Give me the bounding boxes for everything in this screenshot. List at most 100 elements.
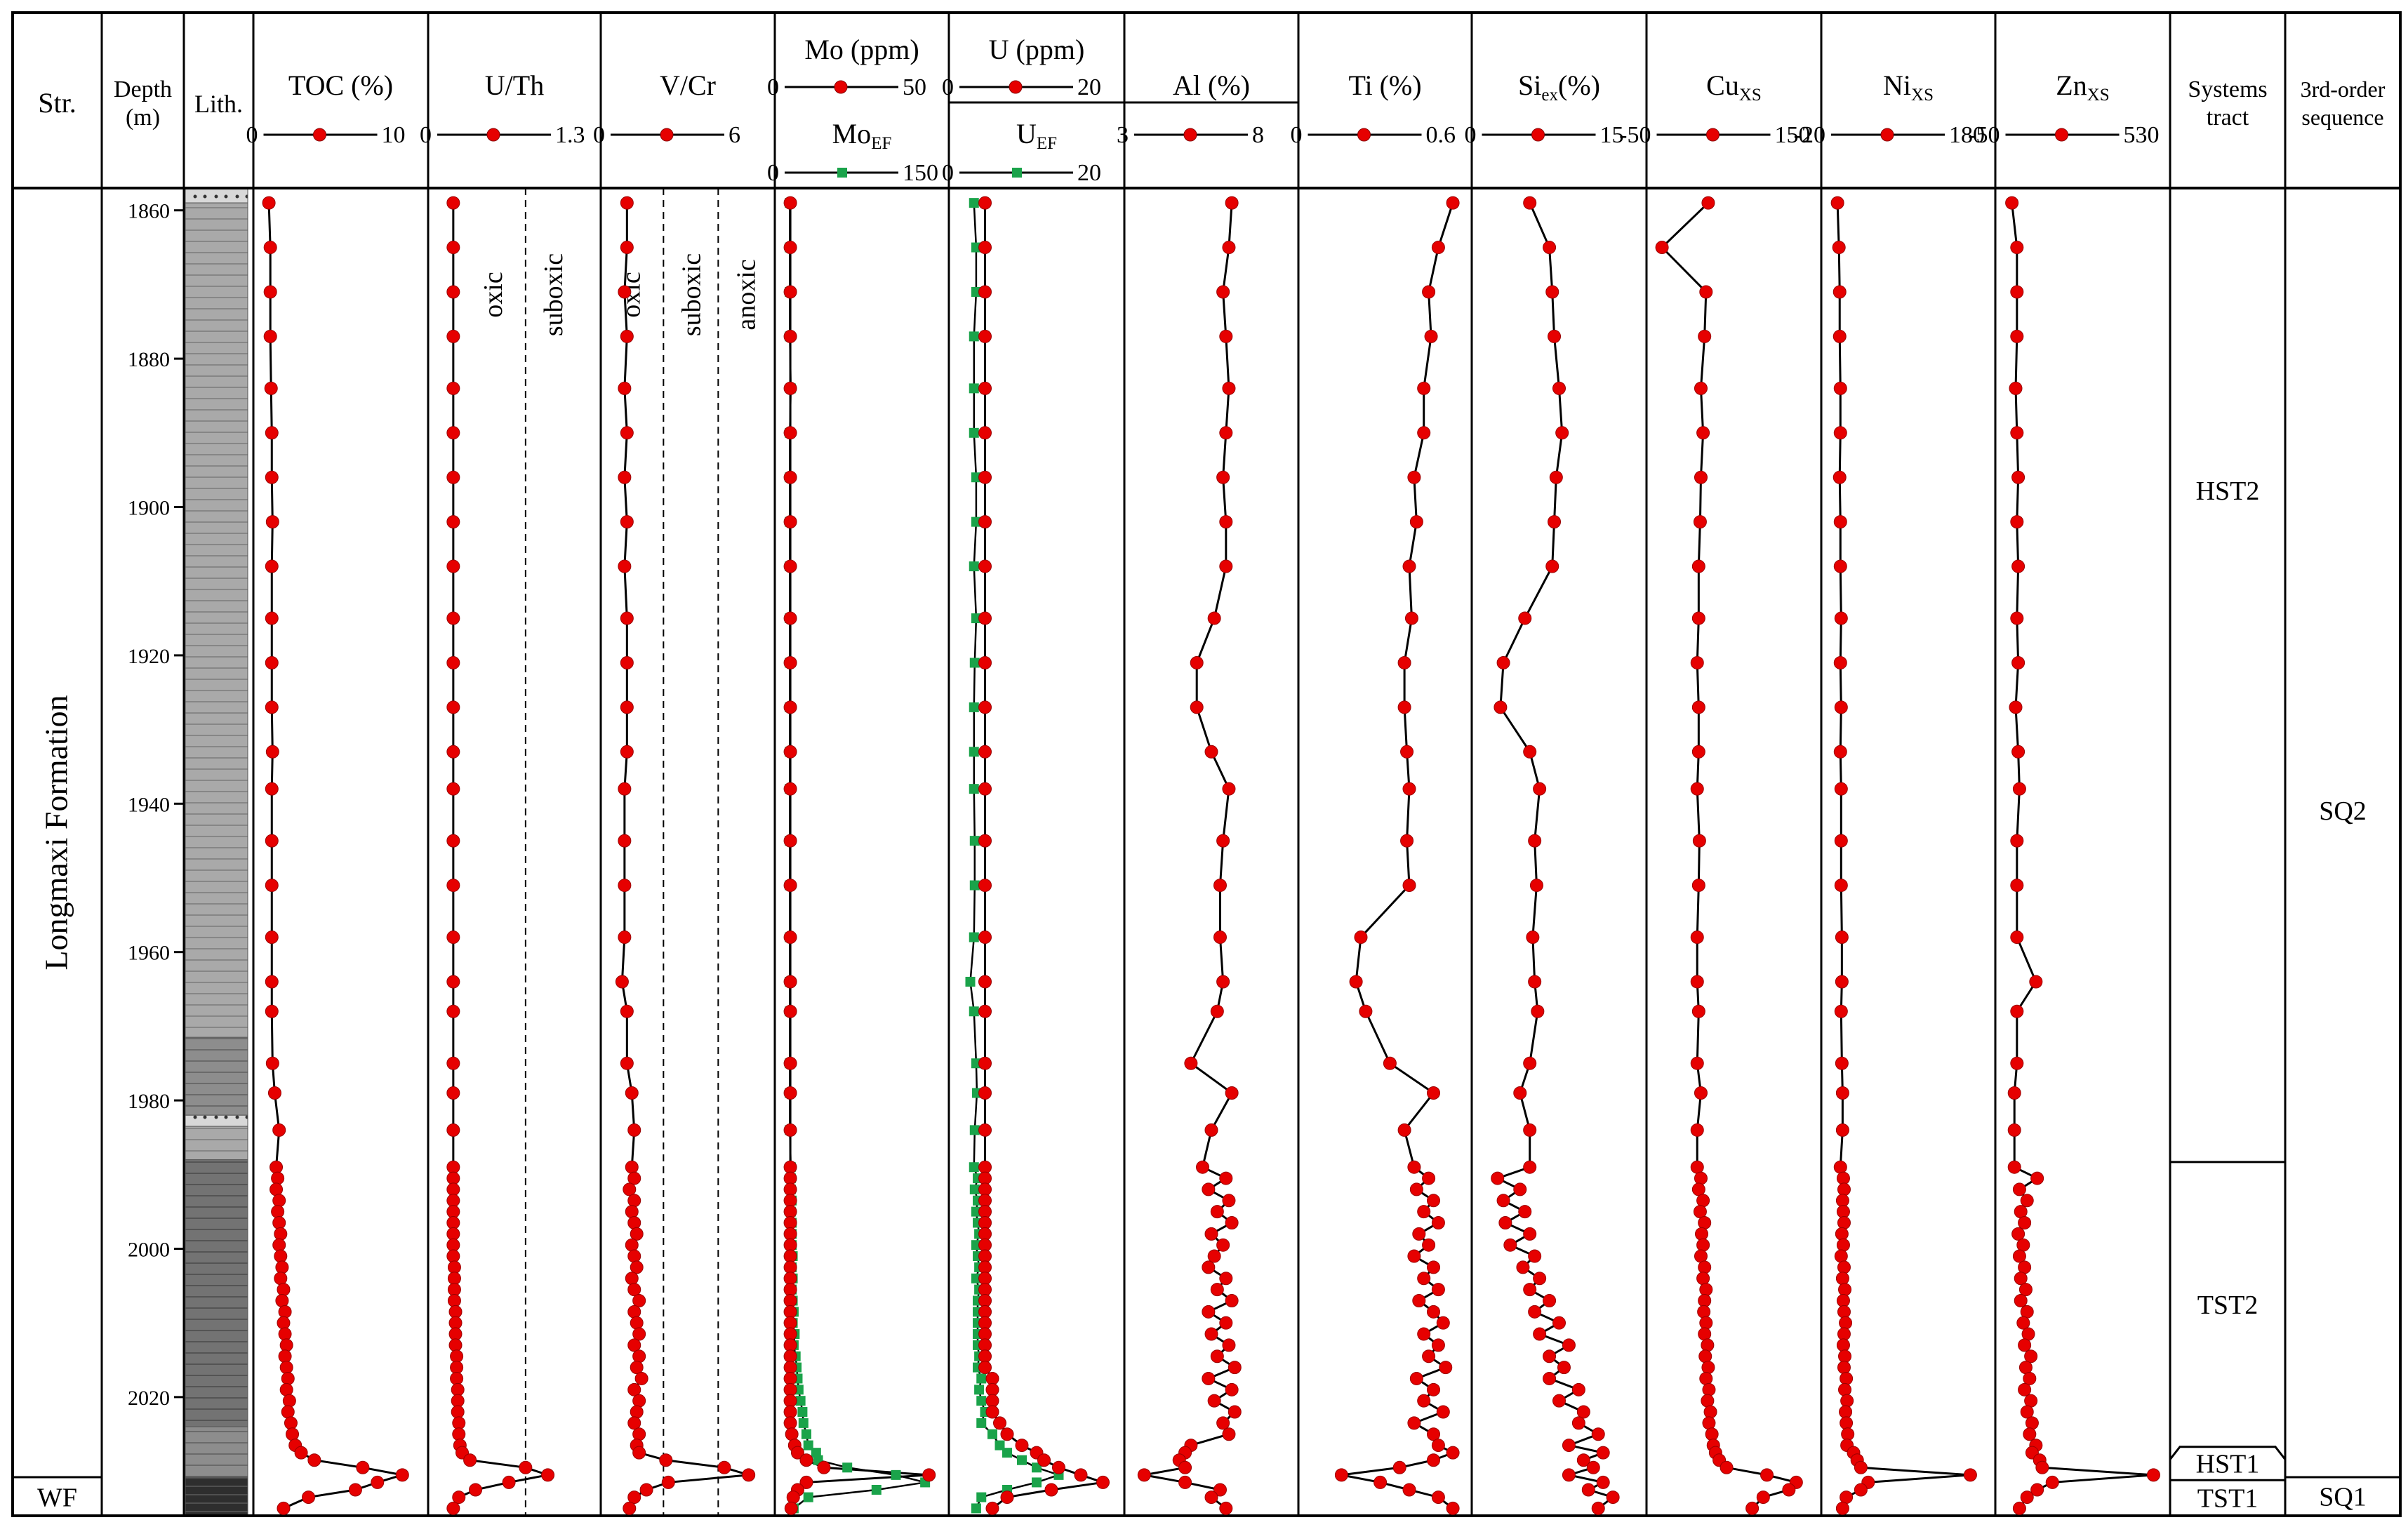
point-Ti: [1402, 559, 1416, 573]
series-line-V/Cr: [620, 203, 750, 1509]
point-U/Th: [448, 1305, 463, 1319]
point-Cu_XS: [1694, 1171, 1708, 1185]
point-Si_ex: [1503, 1238, 1517, 1252]
point-Cu_XS: [1690, 1160, 1704, 1174]
point-Mo: [783, 1305, 797, 1319]
point-Mo-EF: [801, 1429, 811, 1439]
point-U-EF: [969, 198, 979, 208]
point-TOC: [281, 1405, 295, 1419]
point-Ti: [1427, 1260, 1440, 1274]
header-Mo: Mo (ppm): [804, 34, 919, 65]
point-V/Cr: [627, 1215, 641, 1229]
threshold-label-suboxic: suboxic: [677, 253, 706, 336]
point-Al: [1204, 1327, 1218, 1341]
point-U: [978, 1205, 992, 1219]
systems-tract-TST2: TST2: [2197, 1291, 2259, 1320]
point-Al: [1184, 1056, 1198, 1070]
point-Zn_XS: [2029, 975, 2043, 989]
threshold-label-suboxic: suboxic: [539, 253, 568, 336]
point-U-EF: [971, 472, 981, 483]
point-U-EF: [969, 658, 980, 668]
point-Si_ex: [1518, 1205, 1532, 1219]
point-Zn_XS: [2018, 1215, 2032, 1229]
point-Ni_XS: [1834, 1249, 1848, 1263]
point-Ti: [1397, 700, 1411, 714]
point-U/Th: [447, 1272, 461, 1286]
point-Si_ex: [1491, 1171, 1505, 1185]
point-V/Cr: [620, 241, 634, 255]
systems-tract-header-2: tract: [2207, 105, 2249, 131]
point-Cu_XS: [1701, 196, 1715, 210]
point-Ti: [1402, 782, 1416, 796]
point-U: [978, 1227, 992, 1241]
point-Zn_XS: [2012, 1501, 2026, 1515]
point-V/Cr: [618, 782, 632, 796]
point-Cu_XS: [1697, 1305, 1711, 1319]
point-U/Th: [446, 655, 460, 669]
formation-label: Longmaxi Formation: [39, 695, 74, 970]
point-Si_ex: [1543, 1349, 1557, 1363]
point-Si_ex: [1576, 1453, 1590, 1467]
point-V/Cr: [627, 1305, 641, 1319]
point-Al: [1228, 1405, 1242, 1419]
point-U/Th: [451, 1382, 465, 1396]
point-U-EF: [971, 613, 981, 624]
point-Mo-EF: [798, 1418, 809, 1428]
Al-legend-marker: [1183, 128, 1197, 142]
point-U: [1052, 1460, 1065, 1474]
Mo-EF-legend-marker: [837, 168, 847, 178]
point-Si_ex: [1526, 931, 1540, 945]
point-Ni_XS: [1836, 1338, 1850, 1352]
point-U: [978, 381, 992, 395]
point-V/Cr: [632, 1293, 646, 1307]
point-Cu_XS: [1690, 655, 1704, 669]
point-TOC: [275, 1260, 289, 1274]
series-U/Th: [446, 196, 555, 1515]
point-U: [978, 1182, 992, 1196]
point-Al: [1213, 879, 1227, 893]
point-Ni_XS: [1834, 1004, 1848, 1018]
point-U/Th: [446, 1227, 460, 1241]
point-U/Th: [446, 426, 460, 440]
point-Ti: [1427, 1382, 1440, 1396]
point-U: [978, 1056, 992, 1070]
point-Ti: [1446, 1501, 1460, 1515]
point-TOC: [263, 285, 277, 299]
point-U: [978, 1283, 992, 1297]
Cu_XS-legend-marker: [1706, 128, 1719, 142]
point-Al: [1216, 834, 1230, 848]
point-Mo: [783, 1338, 797, 1352]
point-Si_ex: [1562, 1439, 1576, 1453]
point-V/Cr: [742, 1468, 756, 1482]
point-Zn_XS: [2018, 1338, 2032, 1352]
Ni_XS-legend-marker: [1880, 128, 1894, 142]
point-U-EF: [971, 1273, 981, 1283]
point-Si_ex: [1498, 1215, 1512, 1229]
point-TOC: [265, 700, 279, 714]
point-U-EF: [969, 836, 980, 846]
point-Al: [1222, 1427, 1236, 1441]
point-TOC: [371, 1475, 385, 1489]
point-V/Cr: [620, 329, 634, 343]
point-V/Cr: [620, 655, 634, 669]
point-Ti: [1431, 1283, 1445, 1297]
point-Ni_XS: [1840, 1491, 1854, 1505]
point-Si_ex: [1496, 655, 1510, 669]
point-Cu_XS: [1696, 1272, 1710, 1286]
point-Al: [1202, 1260, 1216, 1274]
point-Mo-EF: [842, 1462, 853, 1473]
lithology-bed-dark: [185, 1159, 248, 1427]
point-U-EF: [969, 1006, 979, 1017]
point-U/Th: [450, 1361, 464, 1375]
point-V/Cr: [618, 879, 632, 893]
point-V/Cr: [630, 1260, 644, 1274]
series-line-U/Th: [452, 203, 552, 1509]
Cu_XS-max: 150: [1775, 122, 1811, 148]
point-Ti: [1417, 1272, 1431, 1286]
point-TOC: [274, 1227, 288, 1241]
point-Zn_XS: [2012, 1182, 2026, 1196]
point-Cu_XS: [1719, 1460, 1734, 1474]
point-TOC: [265, 745, 279, 759]
point-Cu_XS: [1694, 470, 1708, 484]
Si_ex-min: 0: [1465, 122, 1477, 148]
